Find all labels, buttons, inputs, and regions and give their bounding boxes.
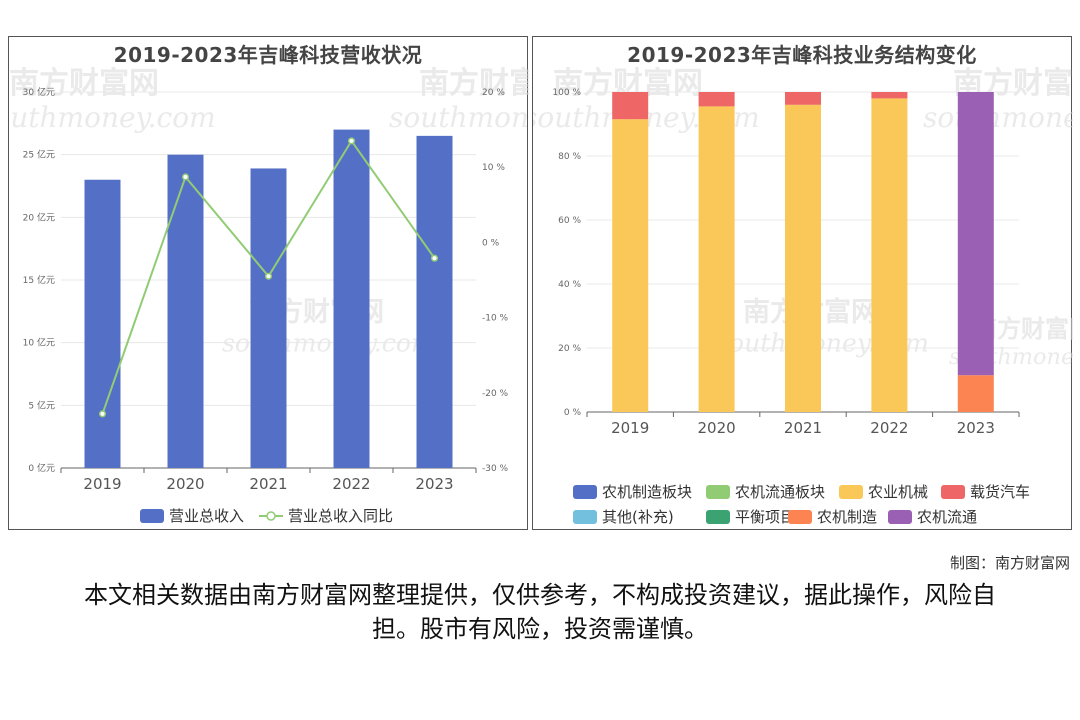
- y-right-tick-label: 0 %: [482, 238, 500, 248]
- yoy-point: [98, 410, 107, 418]
- revenue-chart-panel: 南方财富网southmoney.com南方财富网southmoney.com南方…: [8, 36, 529, 530]
- legend-label: 农业机械: [868, 483, 928, 501]
- y-left-tick-label: 25 亿元: [23, 149, 55, 161]
- stack-segment: [698, 92, 735, 107]
- legend-swatch: [888, 510, 912, 524]
- y-left-tick-label: 30 亿元: [23, 86, 55, 98]
- x-tick-label: 2019: [611, 419, 649, 437]
- y-left-tick-label: 15 亿元: [23, 274, 55, 286]
- stack-segment: [957, 92, 994, 376]
- x-tick-label: 2023: [415, 475, 453, 493]
- y-left-tick-label: 0 亿元: [28, 462, 55, 474]
- legend-label-yoy: 营业总收入同比: [288, 507, 393, 525]
- x-tick-label: 2020: [698, 419, 736, 437]
- y-right-tick-label: -10 %: [482, 314, 509, 324]
- legend-swatch: [788, 510, 812, 524]
- legend-label: 其他(补充): [602, 508, 674, 526]
- revenue-chart: 南方财富网southmoney.com南方财富网southmoney.com南方…: [9, 66, 529, 525]
- y-right-tick-label: -20 %: [482, 389, 509, 399]
- legend-label: 农机流通: [917, 508, 977, 526]
- legend-label-revenue: 营业总收入: [169, 507, 244, 525]
- legend-swatch: [573, 485, 597, 499]
- legend-swatch: [941, 485, 965, 499]
- y-right-tick-label: 20 %: [482, 88, 505, 98]
- y-left-tick-label: 10 亿元: [23, 337, 55, 349]
- legend-swatch-yoy-point: [266, 511, 276, 521]
- legend-label: 农机流通板块: [735, 483, 825, 501]
- y-tick-label: 100 %: [552, 88, 581, 98]
- stack-segment: [957, 375, 994, 412]
- y-right-tick-label: 10 %: [482, 163, 505, 173]
- disclaimer-text: 本文相关数据由南方财富网整理提供，仅供参考，不构成投资建议，据此操作，风险自担。…: [84, 581, 996, 643]
- watermark-url: southmoney.com: [9, 101, 216, 134]
- structure-chart-panel: 南方财富网southmoney.com南方财富网southmoney.com南方…: [532, 36, 1073, 530]
- watermark-url: southmoney.com: [923, 101, 1073, 134]
- x-tick-label: 2021: [784, 419, 822, 437]
- legend-label: 农机制造板块: [602, 483, 692, 501]
- revenue-chart-title: 2019-2023年吉峰科技营收状况: [113, 43, 423, 67]
- x-tick-label: 2023: [957, 419, 995, 437]
- y-left-tick-label: 20 亿元: [23, 211, 55, 223]
- legend-label: 平衡项目: [735, 508, 795, 526]
- structure-chart-title: 2019-2023年吉峰科技业务结构变化: [627, 43, 977, 67]
- legend-label: 农机制造: [817, 508, 877, 526]
- yoy-point: [347, 137, 356, 145]
- legend-label: 载货汽车: [970, 483, 1030, 501]
- y-tick-label: 80 %: [558, 152, 581, 162]
- yoy-point: [181, 173, 190, 181]
- legend-swatch: [573, 510, 597, 524]
- legend-swatch-revenue: [140, 509, 164, 523]
- chart-credit: 制图：南方财富网: [949, 554, 1070, 572]
- watermark-text: 南方财富网: [9, 66, 159, 101]
- watermark-url: southmoney.com: [389, 101, 529, 134]
- revenue-bar: [84, 179, 121, 468]
- y-tick-label: 0 %: [564, 408, 582, 418]
- stack-segment: [612, 92, 649, 120]
- stack-segment: [871, 92, 908, 99]
- stack-segment: [871, 98, 908, 413]
- yoy-point: [264, 272, 273, 280]
- watermark-text: 南方财富网: [419, 66, 529, 101]
- y-tick-label: 40 %: [558, 280, 581, 290]
- revenue-bar: [416, 135, 453, 468]
- revenue-bar: [333, 129, 370, 468]
- stack-segment: [698, 106, 735, 413]
- y-right-tick-label: -30 %: [482, 464, 509, 474]
- legend-swatch: [706, 485, 730, 499]
- y-tick-label: 60 %: [558, 216, 581, 226]
- x-tick-label: 2022: [332, 475, 370, 493]
- revenue-bar: [167, 154, 204, 468]
- yoy-point: [430, 254, 439, 262]
- x-tick-label: 2022: [870, 419, 908, 437]
- revenue-bar: [250, 168, 287, 468]
- legend-swatch: [839, 485, 863, 499]
- legend-swatch: [706, 510, 730, 524]
- x-tick-label: 2021: [249, 475, 287, 493]
- x-tick-label: 2020: [166, 475, 204, 493]
- x-tick-label: 2019: [83, 475, 121, 493]
- stack-segment: [785, 92, 821, 105]
- y-left-tick-label: 5 亿元: [28, 399, 55, 411]
- structure-chart: 南方财富网southmoney.com南方财富网southmoney.com南方…: [533, 66, 1073, 526]
- stack-segment: [612, 119, 649, 412]
- stack-segment: [785, 104, 821, 413]
- y-tick-label: 20 %: [558, 344, 581, 354]
